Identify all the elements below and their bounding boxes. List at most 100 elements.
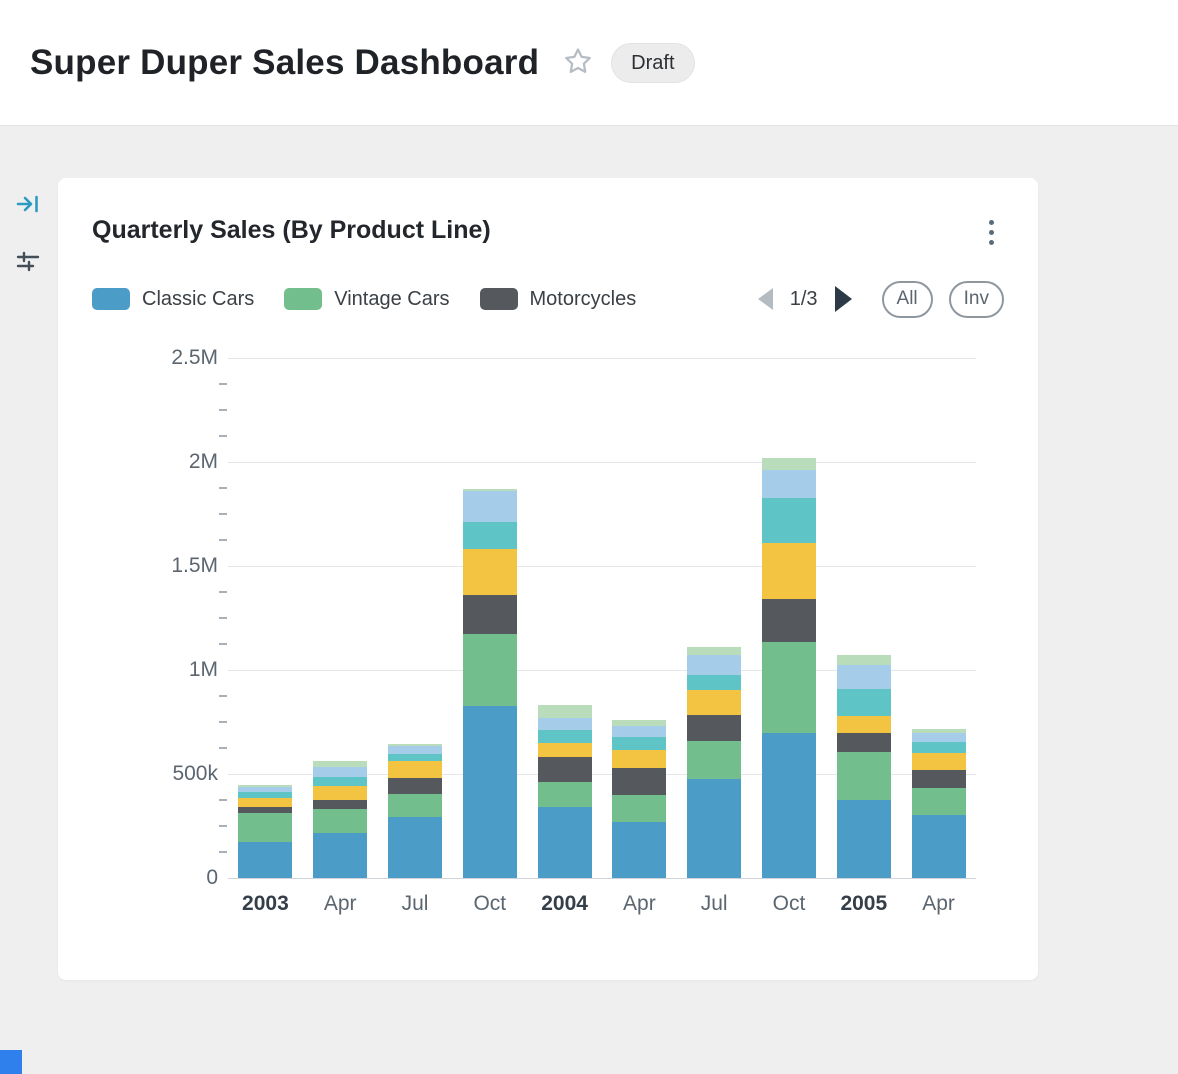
chart-card: Quarterly Sales (By Product Line) Classi… <box>58 178 1038 980</box>
bar-segment <box>612 794 667 822</box>
legend-prev-button[interactable] <box>754 284 777 314</box>
kebab-menu-button[interactable] <box>979 212 1004 253</box>
bar-6-jul <box>687 646 742 878</box>
inv-button[interactable]: Inv <box>948 281 1004 318</box>
bar-segment <box>537 742 592 758</box>
minor-tick <box>219 720 227 723</box>
bar-segment <box>836 664 891 689</box>
favorite-star-button[interactable] <box>563 46 593 79</box>
bar-3-oct <box>462 488 517 878</box>
app-header: Super Duper Sales Dashboard Draft <box>0 0 1178 126</box>
bar-segment <box>762 470 816 499</box>
bar-segment <box>537 705 592 718</box>
collapse-panel-button[interactable] <box>14 190 42 221</box>
minor-tick <box>219 408 227 411</box>
bar-segment <box>388 793 442 818</box>
x-axis-label: Jul <box>700 891 728 915</box>
bar-segment <box>388 754 442 762</box>
legend-item[interactable]: Classic Cars <box>92 288 254 311</box>
bar-segment <box>388 777 442 794</box>
bar-segment <box>313 799 368 810</box>
minor-tick <box>219 382 227 385</box>
bar-4-2004 <box>537 705 592 878</box>
bar-segment <box>762 733 816 878</box>
bar-1-apr <box>313 761 368 878</box>
x-axis: 2003 Apr Jul Oct 2004 Apr Jul Oct 2005 Apr <box>92 892 976 922</box>
legend-pager: 1/3 <box>754 282 856 316</box>
bar-segment <box>612 719 667 726</box>
bar-segment <box>911 769 966 789</box>
bar-segment <box>836 655 891 665</box>
minor-tick <box>219 538 227 541</box>
bottom-left-accent <box>0 1050 22 1074</box>
bar-segment <box>313 809 368 834</box>
star-icon <box>563 46 593 79</box>
minor-tick <box>219 434 227 437</box>
bar-segment <box>238 807 293 814</box>
chart-legend: Classic Cars Vintage Cars Motorcycles <box>92 288 636 311</box>
minor-tick <box>219 616 227 619</box>
y-axis-label: 500k <box>172 761 218 785</box>
legend-swatch <box>479 288 518 311</box>
stacked-bar-chart: 2.5M 2M 1.5M 1M 500k 0 2003 Apr Jul Oct 2004 Apr Ju… <box>92 344 976 924</box>
next-arrow-icon <box>834 286 852 313</box>
bar-segment <box>462 594 517 635</box>
legend-item[interactable]: Motorcycles <box>479 287 637 311</box>
bar-8-2005 <box>836 655 891 878</box>
legend-swatch <box>92 288 130 311</box>
bar-segment <box>612 767 667 795</box>
bar-segment <box>612 821 667 878</box>
x-axis-label: 2005 <box>840 891 888 915</box>
bar-segment <box>687 714 742 741</box>
bar-segment <box>313 766 368 777</box>
bar-segment <box>762 542 816 600</box>
bar-segment <box>388 743 442 746</box>
bar-segment <box>462 488 517 491</box>
bar-segment <box>687 740 742 779</box>
kebab-menu-icon <box>989 230 994 235</box>
bar-0-2003 <box>238 785 293 878</box>
bar-7-oct <box>762 457 816 878</box>
x-axis-label: Jul <box>401 891 429 915</box>
all-button[interactable]: All <box>881 281 933 318</box>
legend-label: Motorcycles <box>529 287 637 310</box>
gridline <box>228 357 976 359</box>
x-axis-label: Oct <box>772 891 806 915</box>
bar-segment <box>911 788 966 816</box>
filter-button[interactable] <box>14 247 42 278</box>
bar-segment <box>687 779 742 878</box>
y-axis-label: 2M <box>188 449 218 473</box>
minor-tick <box>219 590 227 593</box>
kebab-menu-icon <box>989 240 994 245</box>
chart-title: Quarterly Sales (By Product Line) <box>92 216 491 244</box>
bar-segment <box>462 706 517 878</box>
bar-segment <box>836 688 891 716</box>
bar-9-apr <box>911 729 966 878</box>
legend-item[interactable]: Vintage Cars <box>284 288 450 311</box>
bar-segment <box>462 549 517 595</box>
y-axis-label: 1M <box>188 657 218 681</box>
gridline <box>228 669 976 671</box>
bar-segment <box>462 522 517 550</box>
bar-segment <box>911 729 966 734</box>
bar-segment <box>313 786 368 800</box>
y-axis-label: 0 <box>206 865 218 889</box>
bar-segment <box>612 737 667 750</box>
bar-segment <box>313 776 368 787</box>
legend-next-button[interactable] <box>831 282 856 316</box>
bar-segment <box>388 745 442 755</box>
x-axis-label: Apr <box>323 891 357 915</box>
x-axis-label: 2004 <box>541 891 588 915</box>
bar-segment <box>687 646 742 656</box>
bar-segment <box>313 761 368 767</box>
bar-segment <box>612 726 667 738</box>
page-title: Super Duper Sales Dashboard <box>30 42 540 82</box>
x-axis-label: Apr <box>922 891 955 915</box>
collapse-panel-icon <box>14 195 42 221</box>
bar-segment <box>836 715 891 734</box>
kebab-menu-icon <box>989 220 994 225</box>
x-axis-label: Apr <box>623 891 656 915</box>
bar-segment <box>911 733 966 742</box>
minor-tick <box>219 746 227 749</box>
bar-segment <box>537 717 592 731</box>
